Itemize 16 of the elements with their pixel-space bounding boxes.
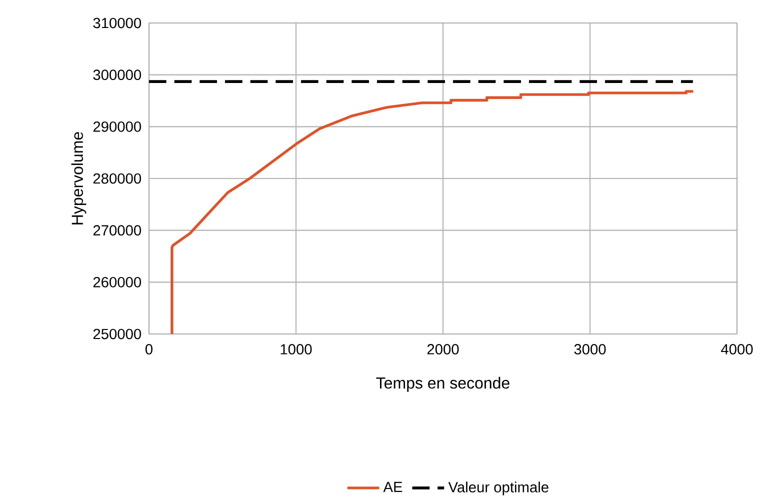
x-tick-label: 0: [145, 344, 152, 354]
y-tick-label: 270000: [93, 225, 142, 236]
y-tick-label: 300000: [93, 70, 142, 80]
legend-label: Valeur optimale: [448, 482, 548, 496]
y-tick-label: 250000: [93, 328, 142, 340]
legend-label: AE: [383, 482, 402, 492]
x-tick-label: 1000: [280, 344, 312, 354]
x-tick-label: 4000: [721, 344, 753, 354]
y-axis-title: Hypervolume: [71, 132, 86, 224]
y-tick-label: 260000: [93, 276, 142, 288]
y-tick-label: 310000: [93, 18, 142, 28]
y-tick-label: 280000: [93, 173, 142, 184]
x-tick-label: 3000: [574, 344, 606, 354]
x-tick-label: 2000: [427, 344, 459, 354]
x-axis-title: Temps en seconde: [376, 376, 510, 392]
y-tick-label: 290000: [93, 121, 142, 132]
